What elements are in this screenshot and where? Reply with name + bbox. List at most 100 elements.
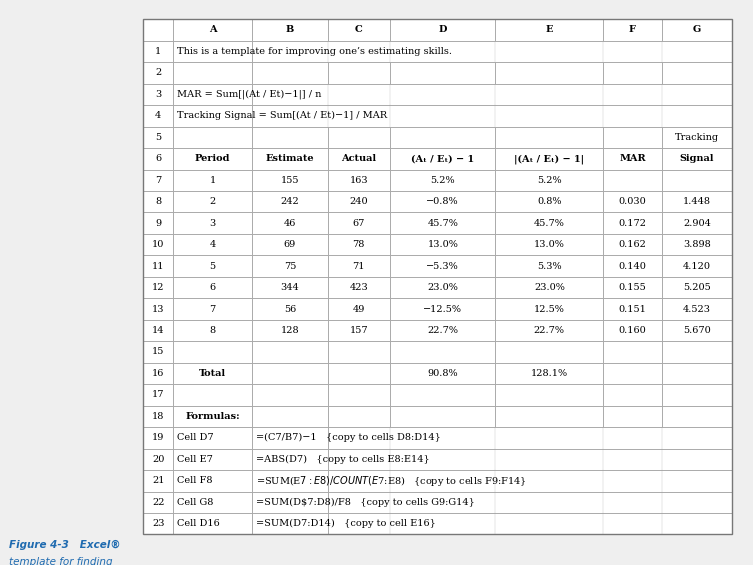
Bar bbox=[603, 19, 662, 41]
Text: 23.0%: 23.0% bbox=[427, 283, 459, 292]
Text: Formulas:: Formulas: bbox=[185, 412, 240, 421]
Text: 5.3%: 5.3% bbox=[537, 262, 562, 271]
Text: 163: 163 bbox=[349, 176, 368, 185]
Text: Cell G8: Cell G8 bbox=[177, 498, 213, 507]
Text: Estimate: Estimate bbox=[266, 154, 314, 163]
Text: Cell E7: Cell E7 bbox=[177, 455, 213, 464]
Text: 1: 1 bbox=[209, 176, 216, 185]
Text: Cell D16: Cell D16 bbox=[177, 519, 220, 528]
Bar bbox=[328, 449, 732, 470]
Text: 0.140: 0.140 bbox=[618, 262, 647, 271]
Bar bbox=[662, 191, 732, 212]
Text: =SUM(D7:D14)   {copy to cell E16}: =SUM(D7:D14) {copy to cell E16} bbox=[256, 519, 436, 528]
Bar bbox=[173, 320, 252, 341]
Text: Figure 4-3   Excel®: Figure 4-3 Excel® bbox=[9, 540, 120, 550]
Bar bbox=[252, 255, 328, 277]
Bar bbox=[143, 62, 173, 84]
Bar bbox=[390, 255, 495, 277]
Text: 22.7%: 22.7% bbox=[534, 326, 565, 335]
Bar bbox=[252, 320, 328, 341]
Text: 2.904: 2.904 bbox=[683, 219, 711, 228]
Bar bbox=[143, 255, 173, 277]
Text: 2: 2 bbox=[155, 68, 161, 77]
Text: Tracking: Tracking bbox=[675, 133, 719, 142]
Text: 56: 56 bbox=[284, 305, 296, 314]
Bar bbox=[173, 212, 252, 234]
Text: 20: 20 bbox=[152, 455, 164, 464]
Bar bbox=[603, 277, 662, 298]
Text: −0.8%: −0.8% bbox=[426, 197, 459, 206]
Bar bbox=[495, 277, 603, 298]
Bar bbox=[662, 212, 732, 234]
Text: 157: 157 bbox=[349, 326, 368, 335]
Bar bbox=[252, 148, 328, 170]
Bar bbox=[662, 298, 732, 320]
Bar bbox=[252, 41, 732, 62]
Text: 0.172: 0.172 bbox=[618, 219, 647, 228]
Bar bbox=[143, 470, 173, 492]
Bar bbox=[173, 105, 252, 127]
Text: 0.030: 0.030 bbox=[619, 197, 646, 206]
Text: C: C bbox=[355, 25, 363, 34]
Text: 11: 11 bbox=[152, 262, 164, 271]
Text: 2: 2 bbox=[209, 197, 216, 206]
Bar bbox=[173, 191, 252, 212]
Text: 8: 8 bbox=[209, 326, 216, 335]
Text: F: F bbox=[629, 25, 636, 34]
Bar bbox=[252, 127, 328, 148]
Text: Cell F8: Cell F8 bbox=[177, 476, 212, 485]
Text: 21: 21 bbox=[152, 476, 164, 485]
Bar bbox=[143, 170, 173, 191]
Bar bbox=[173, 255, 252, 277]
Text: Cell D7: Cell D7 bbox=[177, 433, 214, 442]
Text: G: G bbox=[693, 25, 701, 34]
Text: 6: 6 bbox=[209, 283, 216, 292]
Bar bbox=[143, 341, 173, 363]
Text: 19: 19 bbox=[152, 433, 164, 442]
Bar bbox=[328, 492, 732, 513]
Bar bbox=[495, 148, 603, 170]
Bar bbox=[173, 298, 252, 320]
Bar bbox=[328, 406, 390, 427]
Bar bbox=[390, 170, 495, 191]
Bar bbox=[390, 363, 495, 384]
Text: 4.523: 4.523 bbox=[683, 305, 711, 314]
Text: 12: 12 bbox=[152, 283, 164, 292]
Text: 7: 7 bbox=[209, 305, 216, 314]
Bar bbox=[252, 298, 328, 320]
Bar bbox=[328, 320, 390, 341]
Text: =(C7/B7)−1   {copy to cells D8:D14}: =(C7/B7)−1 {copy to cells D8:D14} bbox=[256, 433, 441, 442]
Bar bbox=[328, 170, 390, 191]
Bar bbox=[328, 191, 390, 212]
Bar bbox=[390, 19, 495, 41]
Bar bbox=[328, 255, 390, 277]
Bar bbox=[495, 170, 603, 191]
Text: −12.5%: −12.5% bbox=[423, 305, 462, 314]
Text: 6: 6 bbox=[155, 154, 161, 163]
Bar bbox=[173, 427, 252, 449]
Bar bbox=[662, 277, 732, 298]
Bar bbox=[252, 470, 328, 492]
Bar bbox=[495, 191, 603, 212]
Bar bbox=[143, 320, 173, 341]
Text: 5: 5 bbox=[155, 133, 161, 142]
Bar bbox=[143, 191, 173, 212]
Bar bbox=[328, 234, 390, 255]
Bar bbox=[328, 298, 390, 320]
Bar bbox=[603, 62, 662, 84]
Text: Tracking Signal = Sum[(At / Et)−1] / MAR: Tracking Signal = Sum[(At / Et)−1] / MAR bbox=[177, 111, 387, 120]
Bar bbox=[603, 341, 662, 363]
Bar bbox=[390, 191, 495, 212]
Bar bbox=[495, 320, 603, 341]
Text: 4.120: 4.120 bbox=[683, 262, 711, 271]
Text: 23.0%: 23.0% bbox=[534, 283, 565, 292]
Bar bbox=[603, 170, 662, 191]
Text: 7: 7 bbox=[155, 176, 161, 185]
Bar bbox=[143, 41, 173, 62]
Bar bbox=[390, 341, 495, 363]
Text: 240: 240 bbox=[349, 197, 368, 206]
Bar bbox=[252, 19, 328, 41]
Bar bbox=[143, 148, 173, 170]
Bar bbox=[662, 170, 732, 191]
Bar bbox=[662, 384, 732, 406]
